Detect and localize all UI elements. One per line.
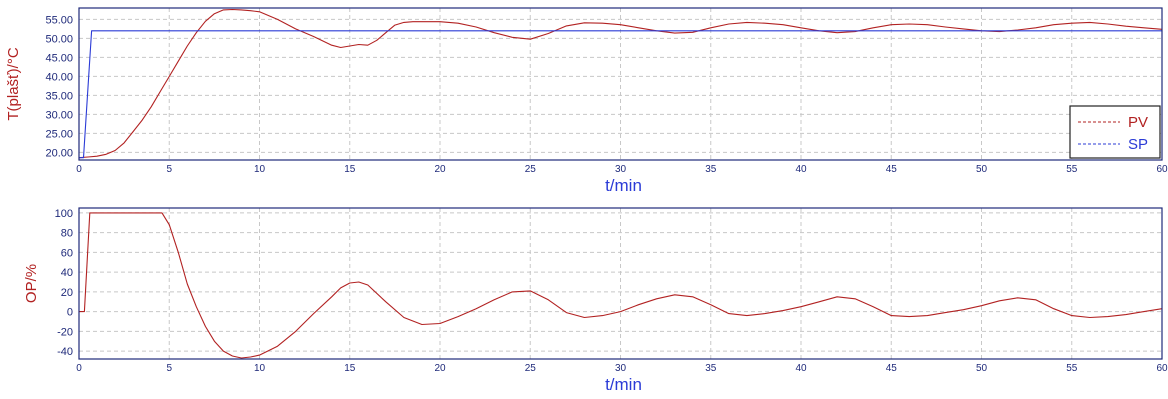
chart2-frame xyxy=(78,207,1163,360)
chart2-x-tick-label: 35 xyxy=(705,363,717,374)
chart1-x-tick-label: 0 xyxy=(76,164,82,175)
chart1-y-axis-title: T(plašť)/°C xyxy=(5,47,22,120)
chart1-x-tick-label: 10 xyxy=(254,164,266,175)
chart1-y-tick-label: 20.00 xyxy=(45,147,73,159)
chart2-x-tick-label: 55 xyxy=(1066,363,1078,374)
chart2-y-tick-label: 100 xyxy=(55,208,73,220)
chart1-x-axis-title: t/min xyxy=(605,176,642,195)
chart2-y-tick-label: 0 xyxy=(67,307,73,319)
chart2-x-tick-label: 30 xyxy=(615,363,627,374)
legend-label-pv: PV xyxy=(1128,114,1148,131)
chart1-frame xyxy=(78,7,1163,161)
chart2-y-tick-label: -40 xyxy=(57,346,73,358)
chart1-x-tick-label: 25 xyxy=(525,164,537,175)
chart2-x-tick-label: 45 xyxy=(886,363,898,374)
chart2-y-tick-label: 20 xyxy=(61,287,73,299)
chart1-y-tick-label: 35.00 xyxy=(45,90,73,102)
chart1-x-tick-label: 20 xyxy=(434,164,446,175)
chart2-series-op-line xyxy=(79,212,1163,359)
chart1-series-sp-line xyxy=(79,30,1162,159)
chart1-x-tick-label: 30 xyxy=(615,164,627,175)
chart2-x-axis-title: t/min xyxy=(605,375,642,394)
chart1-x-tick-label: 40 xyxy=(795,164,807,175)
chart2-x-tick-label: 40 xyxy=(795,363,807,374)
chart1-y-tick-label: 45.00 xyxy=(45,52,73,64)
chart2-y-tick-label: 80 xyxy=(61,228,73,240)
chart2-x-tick-label: 0 xyxy=(76,363,82,374)
chart1-x-tick-label: 5 xyxy=(166,164,172,175)
chart1-y-tick-label: 55.00 xyxy=(45,14,73,26)
chart1-y-tick-label: 25.00 xyxy=(45,128,73,140)
chart2-y-axis-title: OP/% xyxy=(23,264,40,303)
chart1-y-tick-label: 30.00 xyxy=(45,109,73,121)
chart2-x-tick-label: 60 xyxy=(1156,363,1168,374)
chart2-x-tick-label: 5 xyxy=(166,363,172,374)
chart2-x-tick-label: 10 xyxy=(254,363,266,374)
chart2-x-tick-label: 20 xyxy=(434,363,446,374)
chart1-x-tick-label: 60 xyxy=(1156,164,1168,175)
chart2-x-tick-label: 50 xyxy=(976,363,988,374)
chart2-y-tick-label: 60 xyxy=(61,247,73,259)
chart1-x-tick-label: 45 xyxy=(886,164,898,175)
chart1-y-tick-label: 50.00 xyxy=(45,33,73,45)
legend-label-sp: SP xyxy=(1128,136,1148,153)
chart1-x-tick-label: 50 xyxy=(976,164,988,175)
legend-box xyxy=(1069,105,1161,159)
chart1-series-pv-line xyxy=(78,8,1163,159)
chart1-x-tick-label: 15 xyxy=(344,164,356,175)
chart2-y-tick-label: 40 xyxy=(61,267,73,279)
chart2-y-tick-label: -20 xyxy=(57,326,73,338)
chart1-x-tick-label: 35 xyxy=(705,164,717,175)
chart1-x-tick-label: 55 xyxy=(1066,164,1078,175)
chart2-x-tick-label: 25 xyxy=(525,363,537,374)
chart2-x-tick-label: 15 xyxy=(344,363,356,374)
chart1-y-tick-label: 40.00 xyxy=(45,71,73,83)
